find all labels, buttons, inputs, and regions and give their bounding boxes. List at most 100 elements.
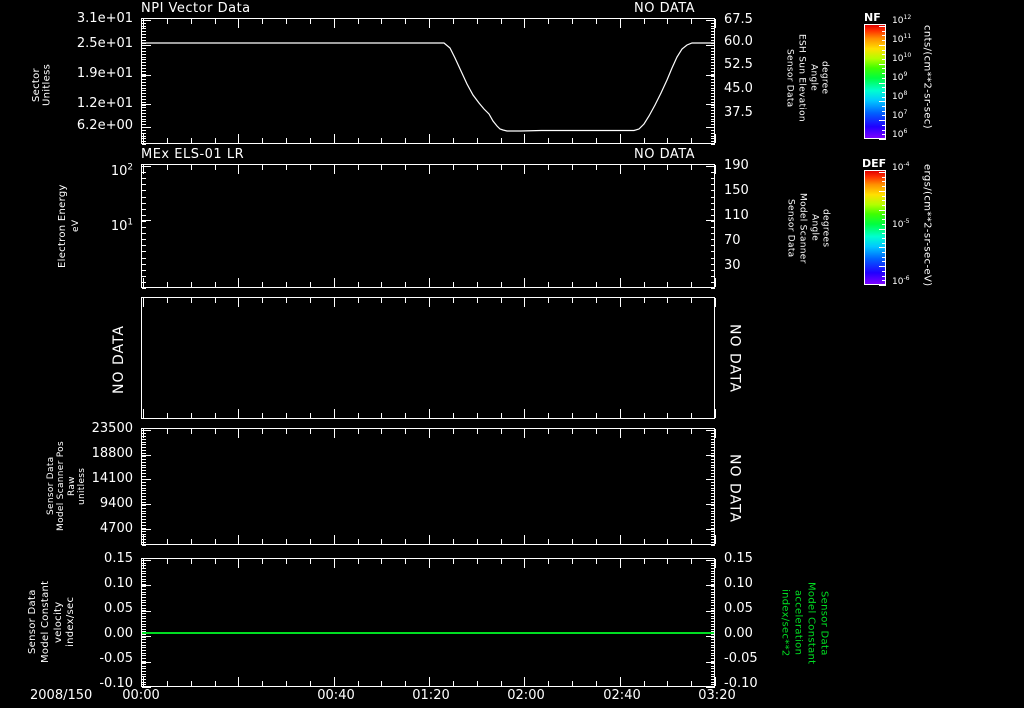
axis-tick: [644, 282, 645, 287]
axis-tick: [215, 298, 216, 303]
axis-tick: [191, 539, 192, 544]
axis-tick: [142, 116, 146, 117]
axis-tick: [620, 677, 621, 686]
axis-tick: [167, 413, 168, 418]
axis-tick: [334, 677, 335, 686]
axis-tick: [142, 565, 146, 566]
axis-tick: [358, 413, 359, 418]
axis-tick: [334, 409, 335, 418]
axis-tick: [711, 663, 715, 664]
axis-tick: [310, 429, 311, 434]
axis-tick: [548, 165, 549, 170]
axis-tick: [691, 298, 692, 303]
panel-2-y2-axis-label-2: Model Scanner: [797, 192, 808, 264]
axis-tick: [381, 298, 382, 303]
axis-tick: [381, 539, 382, 544]
axis-tick: [142, 88, 146, 89]
axis-tick: [711, 62, 715, 63]
axis-tick: [596, 429, 597, 434]
axis-tick: [501, 19, 502, 24]
panel-1-plot-area[interactable]: [141, 18, 716, 145]
axis-tick: [142, 674, 146, 675]
axis-tick: [711, 616, 715, 617]
axis-tick: [711, 613, 715, 614]
axis-tick: [711, 48, 715, 49]
axis-tick: [620, 409, 621, 418]
axis-tick: [429, 535, 430, 544]
axis-tick: [711, 197, 715, 198]
axis-tick: [167, 282, 168, 287]
axis-tick: [142, 51, 146, 52]
axis-tick: [711, 264, 715, 265]
axis-tick: [711, 133, 715, 134]
axis-tick: [215, 282, 216, 287]
axis-tick: [524, 677, 525, 686]
axis-tick: [715, 429, 716, 438]
axis-tick: [142, 589, 146, 590]
colorbar-def-gradient[interactable]: [864, 170, 886, 286]
axis-tick: [142, 288, 146, 289]
axis-tick: [711, 674, 715, 675]
axis-tick: [711, 184, 715, 185]
xtick-1: 00:40: [317, 688, 355, 703]
axis-tick: [706, 104, 715, 105]
axis-tick: [706, 529, 715, 530]
axis-tick: [142, 563, 146, 564]
colorbar-tick: [882, 125, 886, 126]
axis-tick: [711, 450, 715, 451]
axis-tick: [711, 88, 715, 89]
axis-tick: [711, 519, 715, 520]
axis-tick: [167, 165, 168, 170]
axis-tick: [644, 413, 645, 418]
axis-tick: [142, 650, 146, 651]
axis-tick: [142, 528, 146, 529]
panel-3-plot-area[interactable]: [141, 297, 716, 419]
panel-2-plot-area[interactable]: [141, 164, 716, 289]
axis-tick: [238, 165, 239, 174]
panel-4-y-axis-label: Sensor Data: [46, 456, 56, 516]
xtick-5: 03:20: [698, 688, 736, 703]
axis-tick: [358, 559, 359, 564]
axis-tick: [142, 655, 146, 656]
axis-tick: [620, 535, 621, 544]
axis-tick: [405, 559, 406, 564]
axis-tick: [706, 479, 715, 480]
axis-tick: [358, 681, 359, 686]
axis-tick: [405, 429, 406, 434]
colorbar-nf-title: NF: [864, 11, 881, 24]
axis-tick: [706, 220, 715, 221]
colorbar-nf-gradient[interactable]: [864, 24, 886, 140]
axis-tick: [711, 82, 715, 83]
axis-tick: [477, 165, 478, 170]
axis-tick: [429, 278, 430, 287]
axis-tick: [142, 560, 146, 561]
axis-tick: [142, 539, 146, 540]
axis-tick: [453, 559, 454, 564]
colorbar-tick: [882, 115, 886, 116]
axis-tick: [711, 513, 715, 514]
panel-4-plot-area[interactable]: [141, 428, 716, 546]
axis-tick: [711, 462, 715, 463]
axis-tick: [215, 138, 216, 143]
axis-tick: [711, 270, 715, 271]
axis-tick: [142, 430, 146, 431]
panel-5-plot-area[interactable]: [141, 558, 716, 688]
axis-tick: [711, 626, 715, 627]
axis-tick: [262, 559, 263, 564]
axis-tick: [715, 19, 716, 28]
axis-tick: [143, 298, 144, 307]
axis-tick: [142, 573, 146, 574]
axis-tick: [429, 559, 430, 568]
axis-tick: [501, 165, 502, 170]
colorbar-nf-tick-2: 1010: [892, 52, 912, 64]
axis-tick: [711, 592, 715, 593]
axis-tick: [142, 529, 151, 530]
axis-tick: [572, 165, 573, 170]
axis-tick: [715, 559, 716, 568]
axis-tick: [711, 113, 715, 114]
axis-tick: [167, 539, 168, 544]
axis-tick: [142, 522, 146, 523]
axis-tick: [691, 282, 692, 287]
xtick-2: 01:20: [412, 688, 450, 703]
axis-tick: [142, 121, 146, 122]
